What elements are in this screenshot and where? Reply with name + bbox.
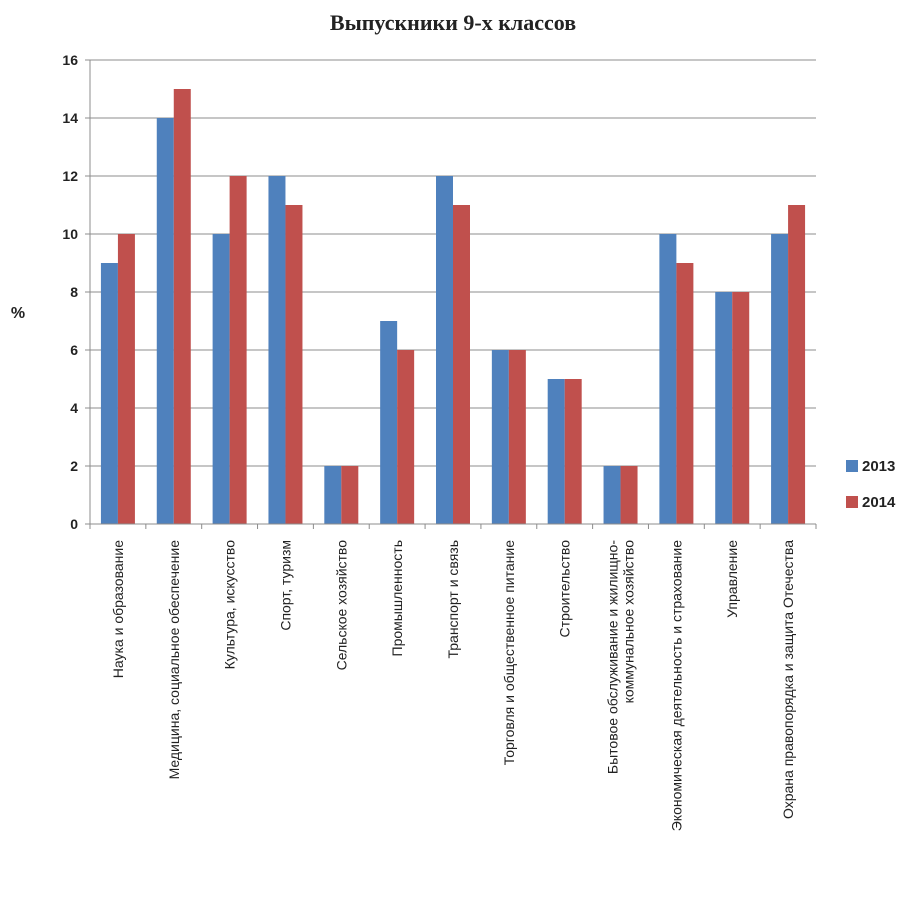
bar-2014 [117,234,135,524]
bar-2014 [173,89,191,524]
y-tick-labels: 0 2 4 6 8 10 12 14 16 [62,52,78,532]
bar-2014 [508,350,526,524]
x-tick-label: Сельское хозяйство [333,540,349,671]
bar-2014 [453,205,470,524]
bar-2013 [156,118,174,524]
bar-2013 [268,176,286,524]
bars [100,89,806,524]
axes [89,60,817,529]
y-tick-label: 16 [62,52,78,68]
bar-2014 [564,379,582,524]
y-tick-label: 2 [70,458,78,474]
bar-2013 [715,292,733,524]
legend-label-2013: 2013 [862,458,895,475]
bar-2014 [732,292,750,524]
x-tick-label: Спорт, туризм [277,540,293,631]
y-tick-label: 10 [62,226,78,242]
bar-2014 [229,176,247,524]
y-tick-label: 6 [70,342,78,358]
x-tick-label: Медицина, социальное обеспечение [166,540,182,780]
bar-2013 [491,350,509,524]
y-tick-label: 12 [62,168,78,184]
bar-2013 [659,234,677,524]
bar-2014 [285,205,303,524]
x-tick-label: Промышленность [389,540,405,656]
bar-2013 [547,379,565,524]
bar-2013 [603,466,621,524]
bar-2013 [212,234,230,524]
bar-2013 [324,466,342,524]
legend: 2013 2014 [846,458,896,511]
x-tick-label: Управление [724,540,740,618]
x-tick-labels: Наука и образование Медицина, социальное … [110,540,796,832]
bar-2014 [341,466,359,524]
y-axis-label: % [11,305,25,322]
bar-2013 [100,263,118,524]
bar-2013 [380,321,398,524]
y-tick-label: 8 [70,284,78,300]
x-tick-label: Транспорт и связь [445,540,461,659]
x-tick-label: Строительство [557,540,573,638]
y-tick-label: 4 [70,400,78,416]
bar-2013 [771,234,789,524]
legend-label-2014: 2014 [862,494,896,511]
x-tick-label: Экономическая деятельность и страхование [668,540,684,831]
x-tick-label: Культура, искусство [222,540,238,670]
bar-2013 [436,176,453,524]
bar-2014 [397,350,415,524]
x-tick-label: Бытовое обслуживание и жилищно-коммуналь… [605,540,637,774]
chart-title: Выпускники 9-х классов [329,10,577,35]
legend-swatch-2014 [846,496,858,508]
y-tick-label: 14 [62,110,78,126]
x-tick-label: Охрана правопорядка и защита Отечества [780,540,796,819]
legend-swatch-2013 [846,460,858,472]
bar-2014 [620,466,638,524]
bar-2014 [676,263,694,524]
y-tick-label: 0 [70,516,78,532]
x-tick-label: Наука и образование [110,540,126,678]
x-tick-label: Торговля и общественное питание [501,540,517,765]
bar-2014 [788,205,806,524]
